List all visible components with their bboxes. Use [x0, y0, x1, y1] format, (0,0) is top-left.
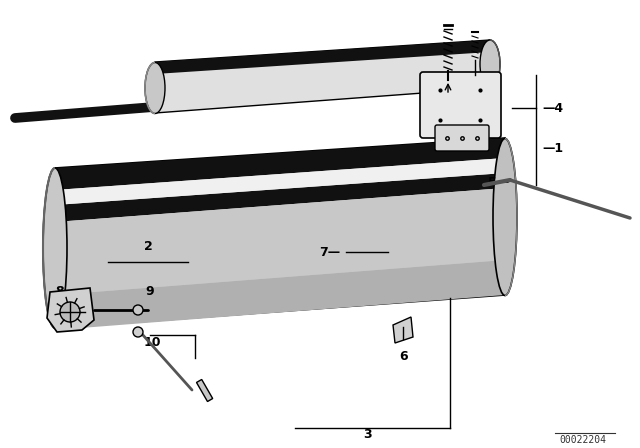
FancyBboxPatch shape [435, 125, 489, 151]
FancyBboxPatch shape [420, 72, 501, 138]
Ellipse shape [480, 40, 500, 88]
Ellipse shape [145, 63, 165, 113]
Ellipse shape [493, 138, 517, 296]
Text: 00022204: 00022204 [559, 435, 607, 445]
Text: 8: 8 [56, 285, 64, 298]
Polygon shape [47, 288, 94, 332]
Polygon shape [55, 260, 505, 330]
Polygon shape [155, 40, 490, 113]
Polygon shape [155, 40, 490, 74]
Text: 7—: 7— [319, 246, 340, 258]
Text: 5—: 5— [488, 176, 509, 189]
Ellipse shape [43, 168, 67, 328]
Text: 3: 3 [364, 428, 372, 441]
Polygon shape [55, 188, 505, 295]
Text: 10: 10 [143, 336, 161, 349]
Polygon shape [55, 158, 505, 205]
Polygon shape [55, 138, 505, 190]
Polygon shape [55, 138, 505, 328]
Text: —4: —4 [542, 102, 563, 115]
Polygon shape [196, 379, 212, 401]
Polygon shape [55, 173, 505, 222]
Polygon shape [393, 317, 413, 343]
Circle shape [133, 327, 143, 337]
Circle shape [60, 302, 80, 322]
Circle shape [133, 305, 143, 315]
Text: 9: 9 [146, 285, 154, 298]
Text: 6: 6 [400, 350, 408, 363]
Text: —1: —1 [542, 142, 563, 155]
Text: 2: 2 [143, 240, 152, 253]
